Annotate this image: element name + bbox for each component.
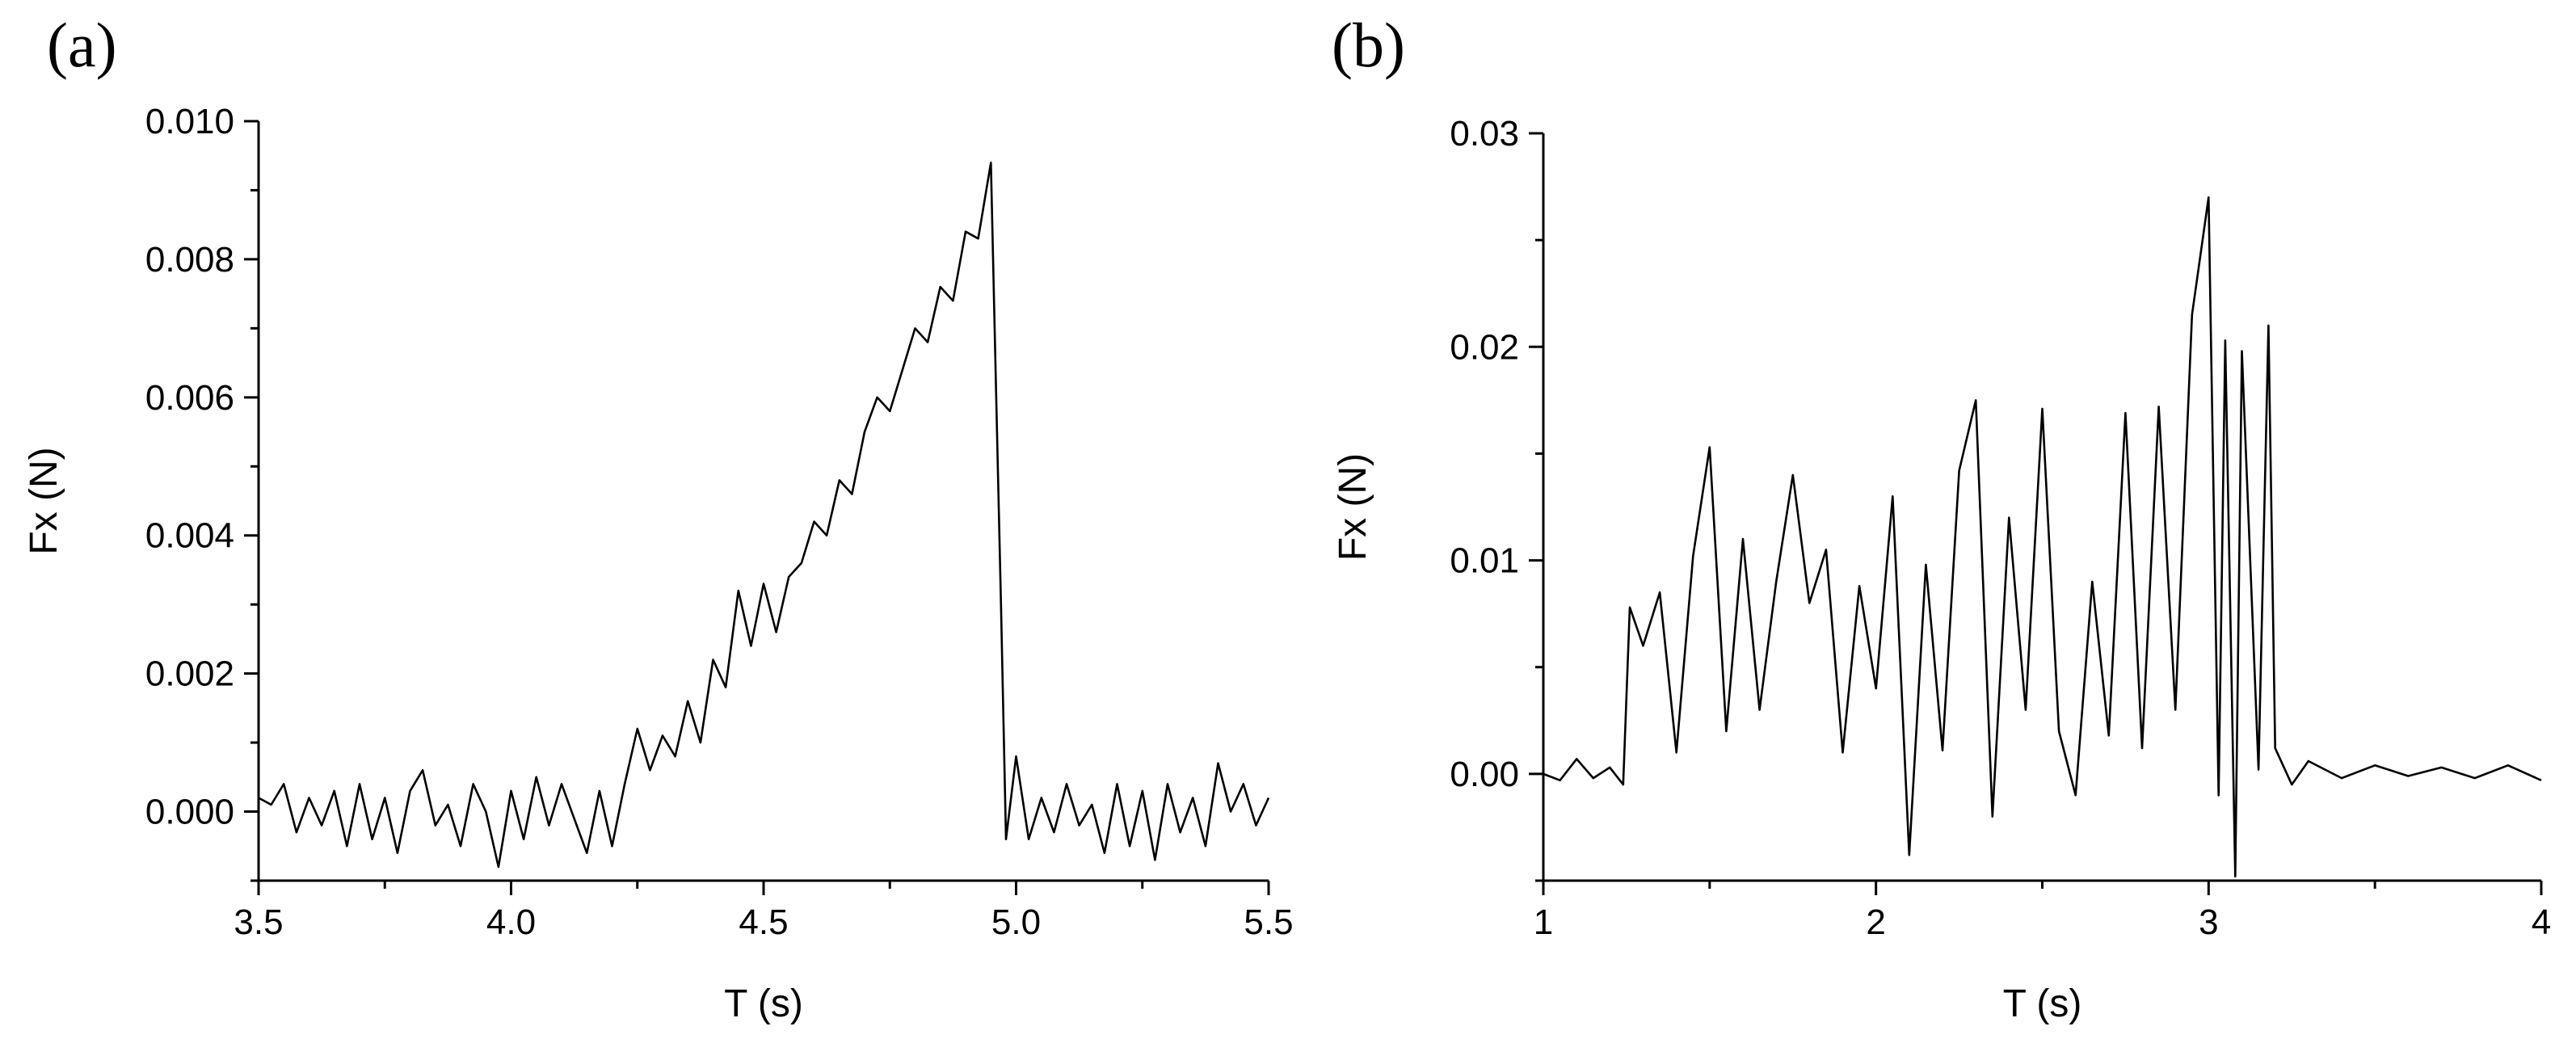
panel-a-x-tick-label: 3.5 bbox=[234, 902, 283, 942]
panel-a-y-tick-label: 0.008 bbox=[145, 240, 234, 280]
panel-b-x-tick-label: 3 bbox=[2199, 902, 2218, 942]
panel-a-x-tick-label: 4.0 bbox=[486, 902, 536, 942]
panel-b-y-axis-title: Fx (N) bbox=[1332, 453, 1374, 561]
panel-a-y-tick-label: 0.002 bbox=[145, 654, 234, 694]
panel-a-y-axis-title: Fx (N) bbox=[23, 447, 65, 554]
panel-a-y-tick-label: 0.000 bbox=[145, 793, 234, 832]
panel-b-y-tick-label: 0.03 bbox=[1450, 114, 1519, 154]
panel-a-y-tick-label: 0.010 bbox=[145, 102, 234, 141]
panel-b-x-axis-title: T (s) bbox=[2003, 982, 2082, 1025]
panel-b-x-tick-label: 1 bbox=[1534, 902, 1553, 942]
panel-a-x-tick-label: 5.0 bbox=[991, 902, 1041, 942]
panel-b-label: (b) bbox=[1332, 10, 1405, 80]
panel-b-x-tick-label: 2 bbox=[1866, 902, 1885, 942]
panel-b-y-tick-label: 0.00 bbox=[1450, 755, 1519, 794]
panel-b-y-tick-label: 0.02 bbox=[1450, 327, 1519, 367]
panel-a-y-tick-label: 0.006 bbox=[145, 378, 234, 418]
panel-a-x-tick-label: 4.5 bbox=[739, 902, 788, 942]
panel-a-y-tick-label: 0.004 bbox=[145, 516, 234, 556]
panel-a-x-tick-label: 5.5 bbox=[1244, 902, 1293, 942]
panel-b-series-line bbox=[1543, 196, 2542, 877]
panel-b-y-tick-label: 0.01 bbox=[1450, 541, 1519, 581]
panel-b-x-tick-label: 4 bbox=[2532, 902, 2551, 942]
panel-a-label: (a) bbox=[47, 10, 117, 80]
panel-a-series-line bbox=[258, 162, 1270, 869]
panel-a-x-axis-title: T (s) bbox=[724, 982, 803, 1025]
